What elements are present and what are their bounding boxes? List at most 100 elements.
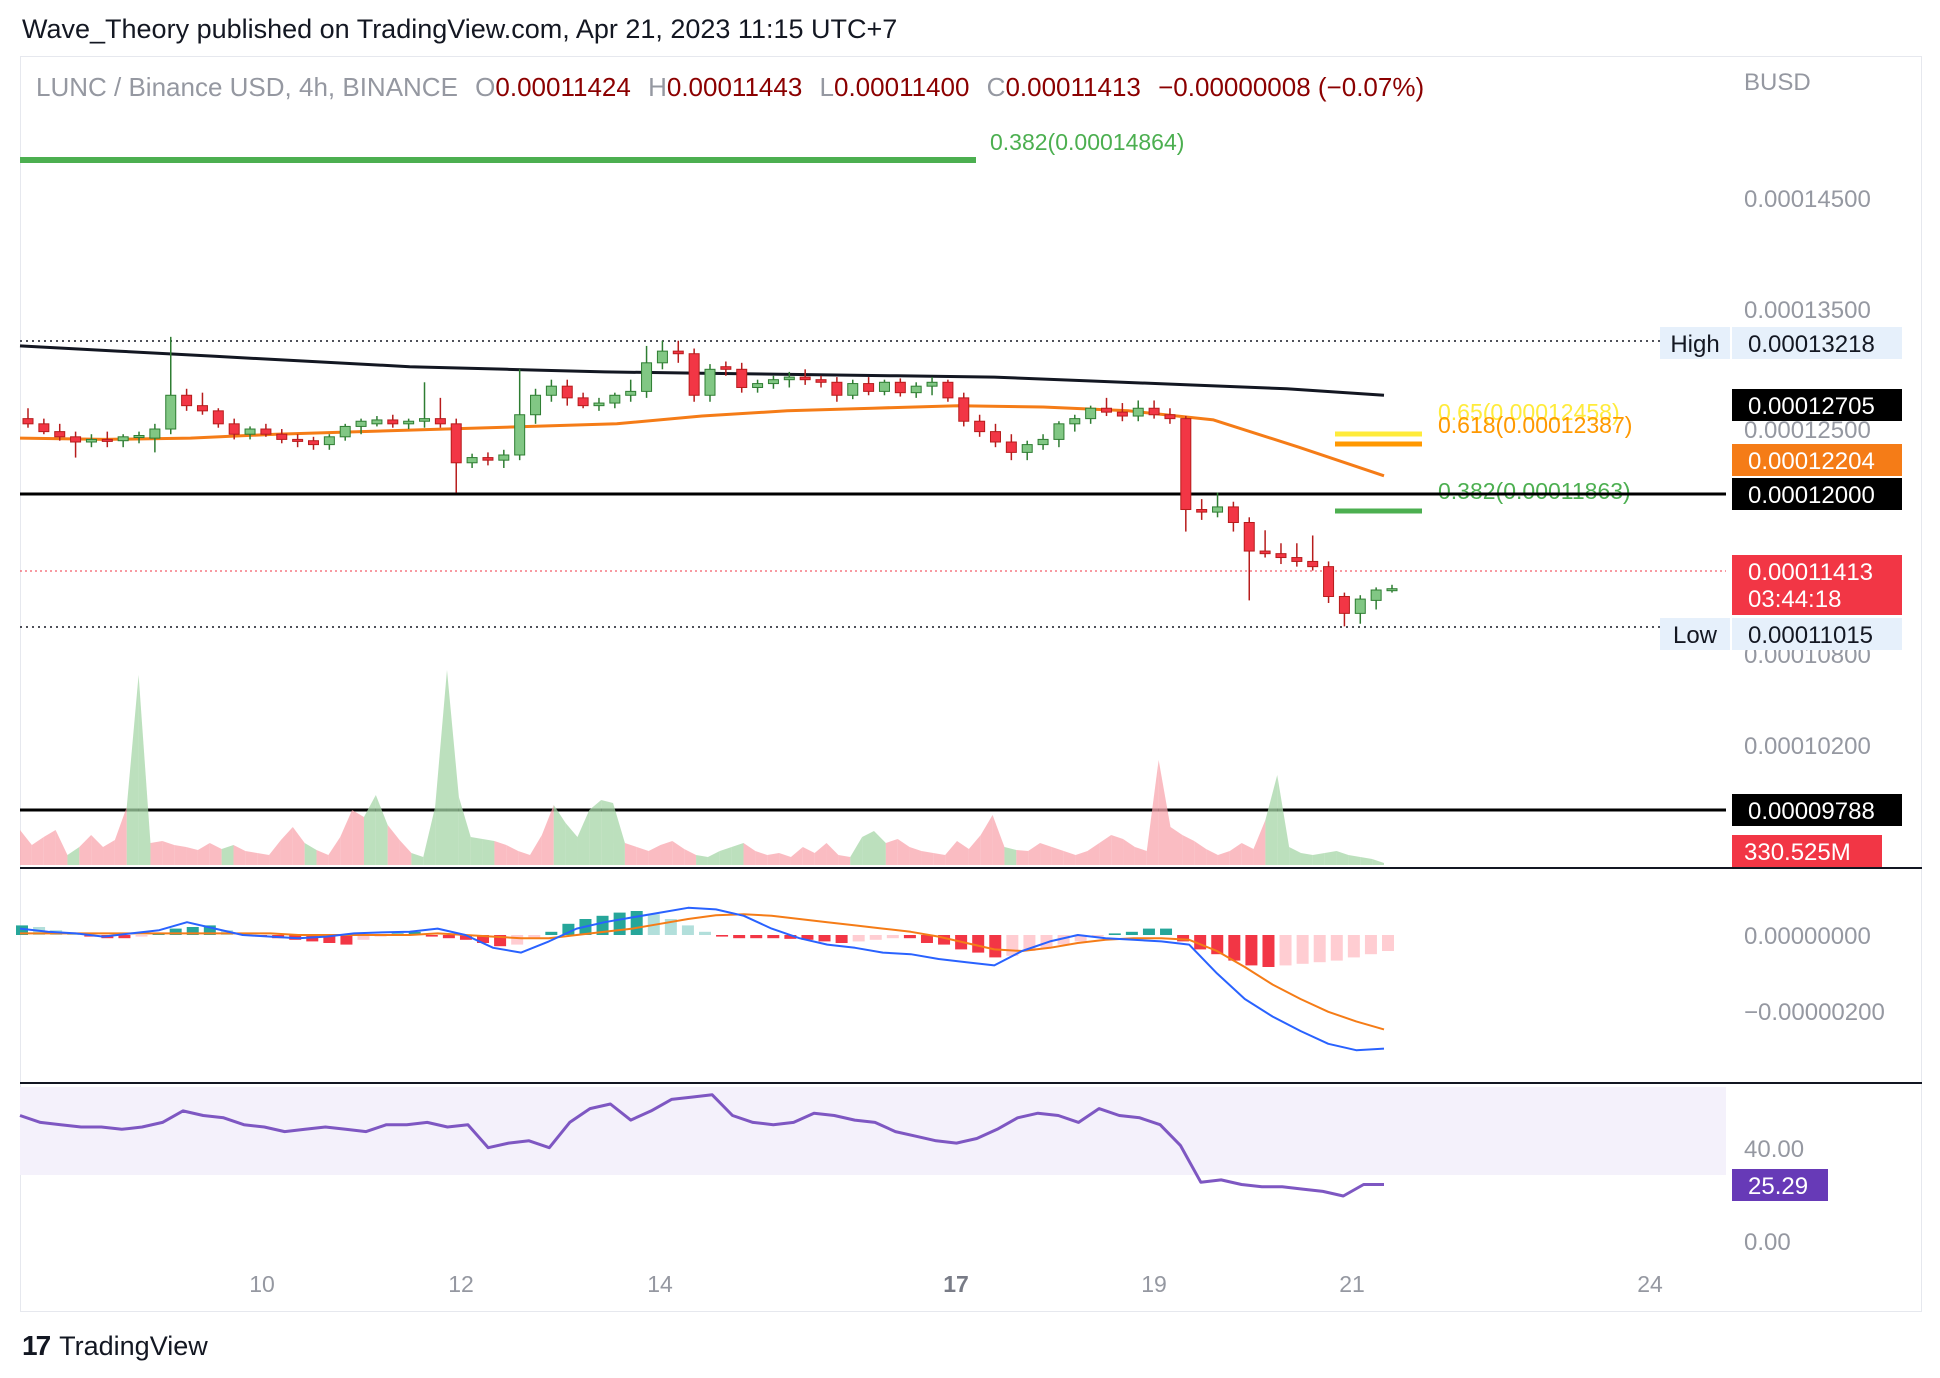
candle-body: [181, 394, 193, 407]
macd-histogram-bar: [681, 925, 694, 935]
volume-segment: [790, 847, 803, 865]
volume-segment: [565, 823, 578, 865]
volume-segment: [292, 827, 305, 865]
candle-body: [149, 428, 161, 439]
candle-body: [530, 394, 542, 416]
volume-segment: [494, 841, 507, 865]
volume-segment: [1134, 847, 1147, 865]
volume-segment: [1182, 835, 1195, 865]
candle-body: [1291, 557, 1303, 562]
time-tick: 12: [448, 1271, 474, 1297]
macd-histogram-bar: [1142, 928, 1155, 935]
macd-histogram-bar: [1006, 935, 1019, 956]
price-tag-text: 0.00012705: [1748, 393, 1875, 420]
candles: [22, 336, 1398, 627]
candle-body: [1101, 407, 1113, 413]
volume-segment: [802, 847, 815, 865]
candle-body: [752, 383, 764, 388]
macd-histogram-bar: [1262, 935, 1275, 967]
macd-histogram-bar: [562, 923, 575, 935]
macd-histogram-bar: [1296, 935, 1309, 964]
candle-body: [228, 423, 240, 435]
volume-segment: [755, 851, 768, 865]
tradingview-footer[interactable]: 17 TradingView: [22, 1330, 208, 1362]
volume-segment: [1051, 847, 1064, 865]
macd-histogram-bar: [118, 935, 131, 939]
macd-histogram-bar: [972, 935, 985, 953]
fib-0618-label: 0.618(0.00012387): [1438, 412, 1632, 438]
candle-body: [561, 385, 573, 399]
macd-histogram-bar: [1074, 935, 1087, 942]
volume-segment: [885, 839, 898, 865]
volume-segment: [553, 805, 566, 865]
volume-segment: [269, 840, 281, 865]
candle-body: [244, 428, 256, 435]
volume-segment: [838, 855, 851, 865]
macd-histogram-bar: [613, 912, 626, 935]
macd-histogram-bar: [767, 935, 780, 939]
candle-body: [1069, 418, 1081, 425]
volume-segment: [541, 805, 554, 865]
macd-histogram-bar: [1279, 935, 1292, 966]
candle-body: [1227, 506, 1239, 523]
volume-segment: [1040, 843, 1052, 865]
volume-segment: [826, 843, 839, 865]
volume-segment: [530, 835, 542, 865]
time-tick: 19: [1141, 1271, 1167, 1297]
volume-segment: [648, 845, 661, 865]
volume-last-tag: [1732, 835, 1882, 867]
candle-body: [38, 423, 50, 433]
candle-body: [419, 418, 431, 422]
macd-histogram-bar: [989, 935, 1002, 958]
volume-segment: [862, 831, 874, 865]
macd-histogram-bar: [16, 925, 28, 935]
volume-segment: [933, 853, 946, 865]
rsi-tick: 40.00: [1744, 1136, 1804, 1163]
volume-segment: [696, 855, 708, 865]
candle-body: [641, 362, 653, 392]
volume-segment: [707, 851, 720, 865]
volume-segment: [470, 837, 483, 865]
candle-body: [815, 379, 827, 383]
macd-histogram-bar: [425, 935, 438, 937]
volume-segment: [968, 835, 981, 865]
volume-segment: [1372, 859, 1384, 865]
candle-body: [514, 414, 526, 456]
open-value: 0.00011424: [495, 72, 631, 102]
last-price-value: 0.00011413: [1748, 559, 1873, 586]
currency-label: BUSD: [1744, 69, 1811, 96]
rsi-band: [20, 1087, 1726, 1175]
candle-body: [387, 419, 399, 425]
macd-histogram-bar: [835, 935, 848, 943]
volume-segment: [328, 837, 341, 865]
volume-segment: [209, 843, 222, 865]
volume-segment: [624, 843, 637, 865]
volume-segment: [1028, 843, 1041, 865]
low-label: L: [819, 72, 834, 102]
macd-histogram-bar: [340, 935, 353, 945]
volume-segment: [1206, 849, 1218, 865]
macd-histogram-bar: [203, 925, 216, 935]
macd-histogram-bar: [1177, 935, 1190, 942]
low-label: Low: [1673, 622, 1718, 649]
candle-body: [1085, 407, 1097, 420]
countdown-value: 03:44:18: [1748, 586, 1841, 613]
volume-segment: [31, 837, 44, 865]
macd-indicator: [16, 906, 1394, 1052]
macd-histogram-bar: [442, 935, 455, 939]
price-tag-support: [1732, 478, 1902, 510]
macd-histogram-bar: [852, 935, 865, 942]
macd-histogram-bar: [596, 915, 609, 935]
macd-histogram-bar: [920, 935, 933, 943]
macd-histogram-bar: [1108, 933, 1121, 935]
macd-histogram-bar: [801, 935, 814, 940]
change-value: −0.00000008 (−0.07%): [1158, 72, 1425, 102]
candle-body: [609, 394, 621, 404]
volume-segment: [399, 840, 412, 865]
volume-segment: [91, 835, 104, 865]
symbol-title[interactable]: LUNC / Binance USD, 4h, BINANCE: [36, 72, 458, 102]
volume-segment: [363, 795, 376, 865]
symbol-legend[interactable]: LUNC / Binance USD, 4h, BINANCE O0.00011…: [36, 72, 1424, 103]
macd-histogram-bar: [135, 935, 148, 937]
